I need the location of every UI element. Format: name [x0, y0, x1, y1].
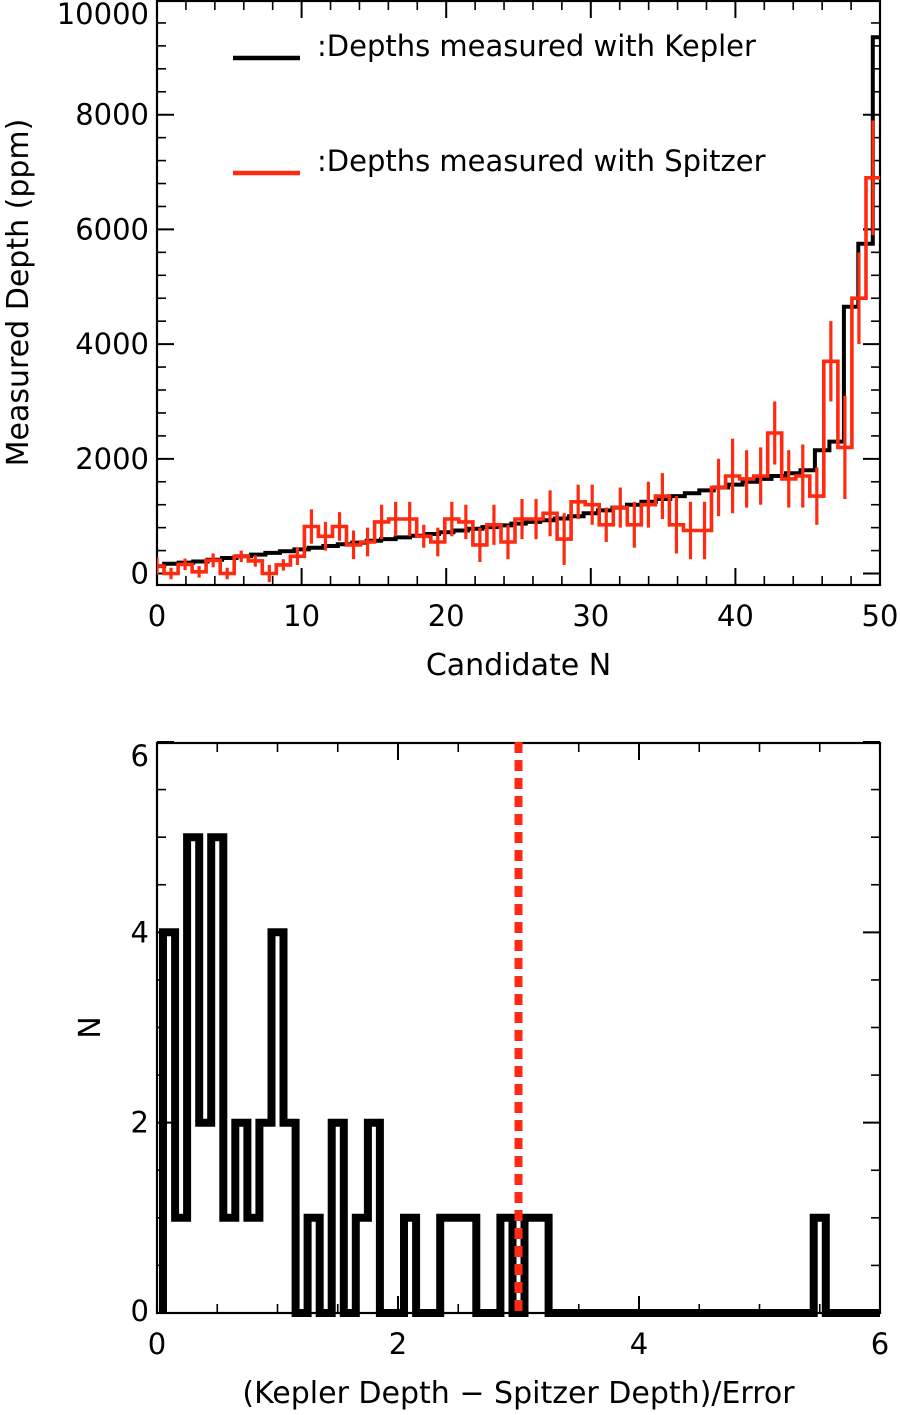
y-tick-label: 2000: [75, 442, 149, 476]
plot-frame: [155, 741, 882, 1315]
y-axis-title: Measured Depth (ppm): [1, 119, 36, 467]
plot-frame: [155, 0, 882, 587]
y-tick-label: 4: [131, 915, 149, 949]
spitzer-depth-line: [157, 176, 880, 576]
bottom-series: [159, 833, 880, 1317]
x-tick-label: 50: [862, 599, 899, 633]
y-tick-label: 0: [131, 1294, 149, 1328]
y-tick-label: 6: [131, 739, 149, 773]
legend-label-kepler: :Depths measured with Kepler: [317, 29, 756, 63]
x-tick-label: 10: [283, 599, 320, 633]
legend-label-spitzer: :Depths measured with Spitzer: [317, 144, 766, 178]
x-tick-label: 6: [871, 1327, 889, 1361]
y-tick-label: 10000: [57, 0, 149, 31]
y-tick-label: 8000: [75, 98, 149, 132]
residual-histogram: [159, 833, 880, 1317]
panel-bottom: [155, 741, 882, 1315]
x-tick-label: 30: [572, 599, 609, 633]
y-tick-label: 4000: [75, 327, 149, 361]
x-tick-label: 0: [148, 599, 166, 633]
y-tick-label: 2: [131, 1106, 149, 1140]
x-axis-title: (Kepler Depth − Spitzer Depth)/Error: [242, 1376, 795, 1411]
kepler-depth-line: [157, 35, 880, 569]
x-tick-label: 4: [630, 1327, 648, 1361]
x-tick-label: 20: [428, 599, 465, 633]
top-series: [157, 35, 880, 583]
y-tick-label: 6000: [75, 212, 149, 246]
y-tick-label: 0: [131, 557, 149, 591]
y-axis-title: N: [73, 1016, 108, 1038]
x-tick-label: 2: [389, 1327, 407, 1361]
x-tick-label: 0: [148, 1327, 166, 1361]
x-tick-label: 40: [717, 599, 754, 633]
panel-top: [155, 0, 882, 587]
x-axis-title: Candidate N: [426, 648, 611, 683]
